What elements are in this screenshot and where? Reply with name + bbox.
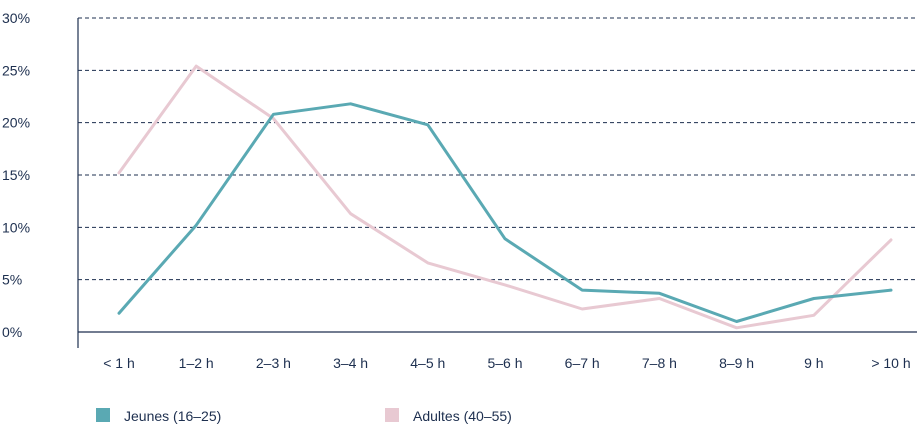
series-line: [117, 64, 893, 330]
x-tick-label: 5–6 h: [487, 355, 522, 371]
legend: Jeunes (16–25) Adultes (40–55): [96, 408, 512, 424]
x-tick-label: 8–9 h: [719, 355, 754, 371]
x-tick-label: > 10 h: [871, 355, 910, 371]
x-tick-label: 9 h: [804, 355, 823, 371]
series-line: [117, 102, 893, 323]
x-tick-label: 2–3 h: [256, 355, 291, 371]
legend-label: Jeunes (16–25): [124, 408, 221, 424]
y-tick-label: 15%: [2, 167, 30, 183]
x-tick-label: < 1 h: [103, 355, 135, 371]
x-tick-label: 6–7 h: [565, 355, 600, 371]
y-axis-ticks: 0% 5% 10% 15% 20% 25% 30%: [2, 10, 30, 340]
legend-swatch: [385, 408, 399, 422]
y-tick-label: 5%: [2, 272, 22, 288]
x-tick-label: 7–8 h: [642, 355, 677, 371]
x-tick-label: 1–2 h: [179, 355, 214, 371]
x-tick-label: 3–4 h: [333, 355, 368, 371]
legend-swatch: [96, 408, 110, 422]
y-tick-label: 30%: [2, 10, 30, 26]
series-lines: [117, 64, 893, 330]
gridlines: [78, 17, 917, 281]
y-tick-label: 0%: [2, 324, 22, 340]
legend-label: Adultes (40–55): [413, 408, 512, 424]
y-tick-label: 20%: [2, 115, 30, 131]
y-tick-label: 25%: [2, 62, 30, 78]
x-tick-label: 4–5 h: [410, 355, 445, 371]
y-tick-label: 10%: [2, 219, 30, 235]
x-axis-ticks: < 1 h 1–2 h 2–3 h 3–4 h 4–5 h 5–6 h 6–7 h 7–8 h…: [103, 355, 910, 371]
